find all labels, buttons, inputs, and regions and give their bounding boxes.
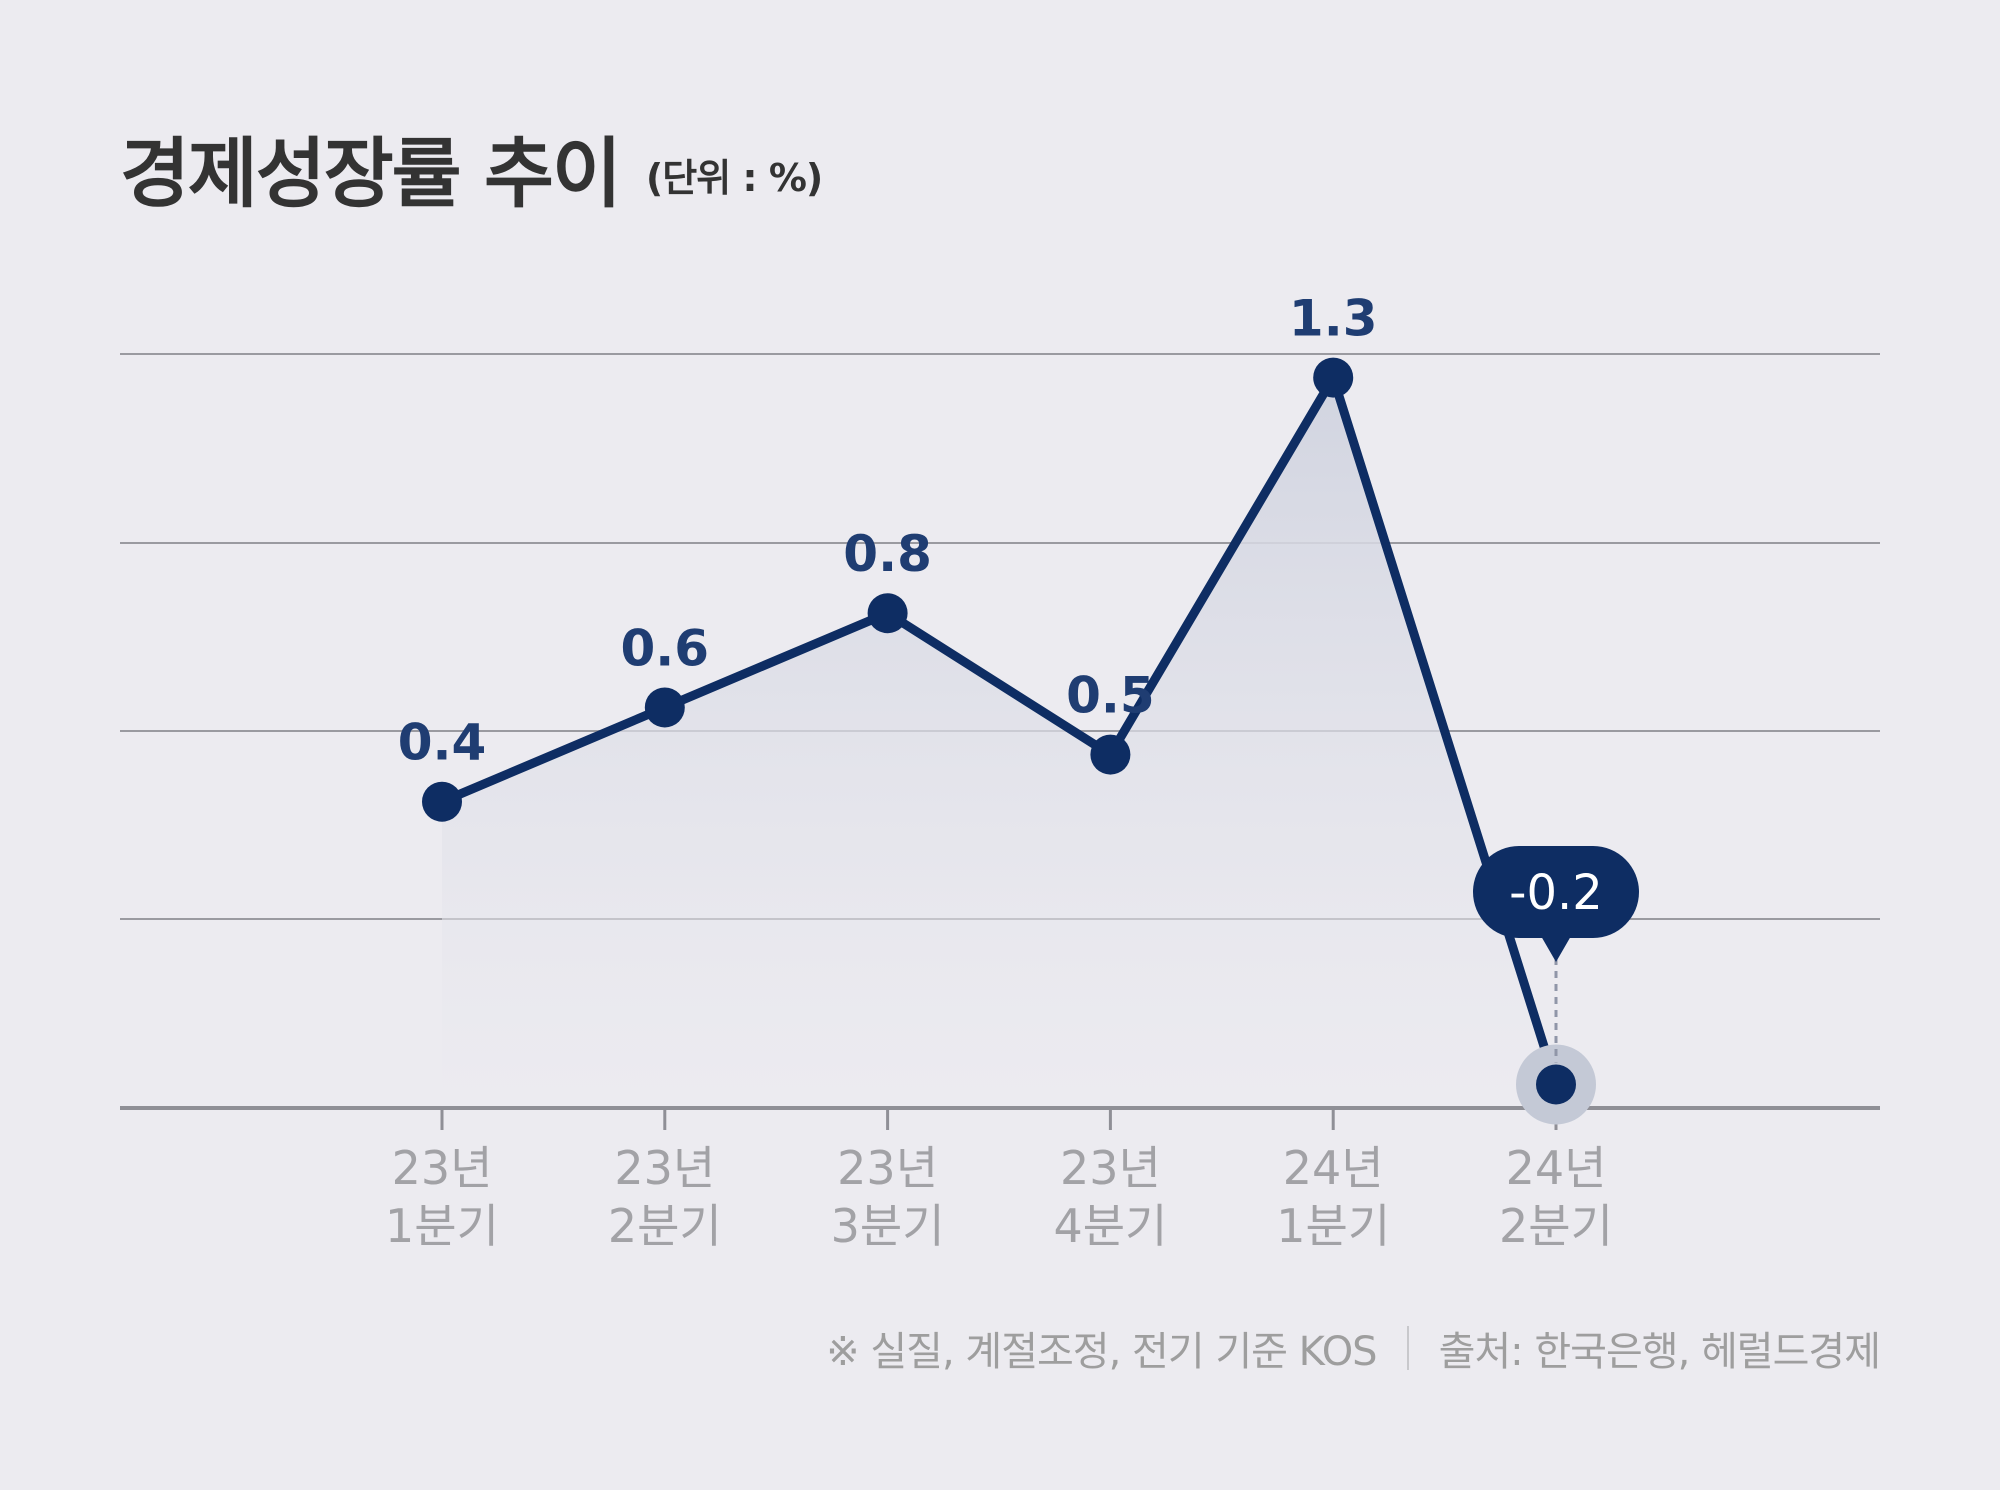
x-tick-label-year: 23년 [837,1141,938,1195]
data-label: 1.3 [1289,290,1378,348]
footnote: ※ 실질, 계절조정, 전기 기준 KOS 출처: 한국은행, 헤럴드경제 [826,1318,1881,1378]
series-line-path [437,373,1561,1089]
footnote-note: ※ 실질, 계절조정, 전기 기준 KOS [826,1329,1377,1375]
data-label: 0.6 [621,619,710,677]
x-tick-label-quarter: 3분기 [831,1199,945,1253]
area-path [442,377,1556,1108]
x-tick-label-year: 24년 [1283,1141,1384,1195]
data-point [422,781,462,822]
highlight-callout: -0.2 [1473,846,1639,1063]
x-tick-label-quarter: 2분기 [608,1199,722,1253]
data-label: 0.5 [1066,667,1155,725]
x-tick-label-year: 24년 [1506,1141,1607,1195]
x-tick-label-quarter: 1분기 [1276,1199,1390,1253]
data-point [1536,1064,1576,1105]
data-labels: 0.4 0.6 0.8 0.5 1.3 [398,290,1378,772]
x-tick-label-quarter: 4분기 [1053,1199,1167,1253]
x-tick-label-quarter: 1분기 [385,1199,499,1253]
unit-label: (단위 : %) [645,155,823,200]
data-label: 0.4 [398,714,487,772]
footnote-source: 출처: 한국은행, 헤럴드경제 [1438,1329,1881,1375]
series-line [437,373,1561,1089]
data-points [422,357,1596,1125]
x-tick-label-quarter: 2분기 [1499,1199,1613,1253]
x-tick-label-year: 23년 [392,1141,493,1195]
x-tick-label-year: 23년 [1060,1141,1161,1195]
callout-pointer [1541,936,1571,962]
chart-title: 경제성장률 추이 [120,129,622,218]
area-fill [442,377,1556,1108]
data-label: 0.8 [843,525,932,583]
data-point [867,593,908,634]
data-point [1090,734,1131,775]
data-point [1313,357,1354,398]
x-tick-label-year: 23년 [614,1141,715,1195]
data-point [644,687,685,728]
callout-label: -0.2 [1509,865,1603,921]
chart-header: 경제성장률 추이 (단위 : %) [120,112,823,222]
callout-bubble [1473,846,1639,938]
footnote-divider [1406,1326,1409,1370]
